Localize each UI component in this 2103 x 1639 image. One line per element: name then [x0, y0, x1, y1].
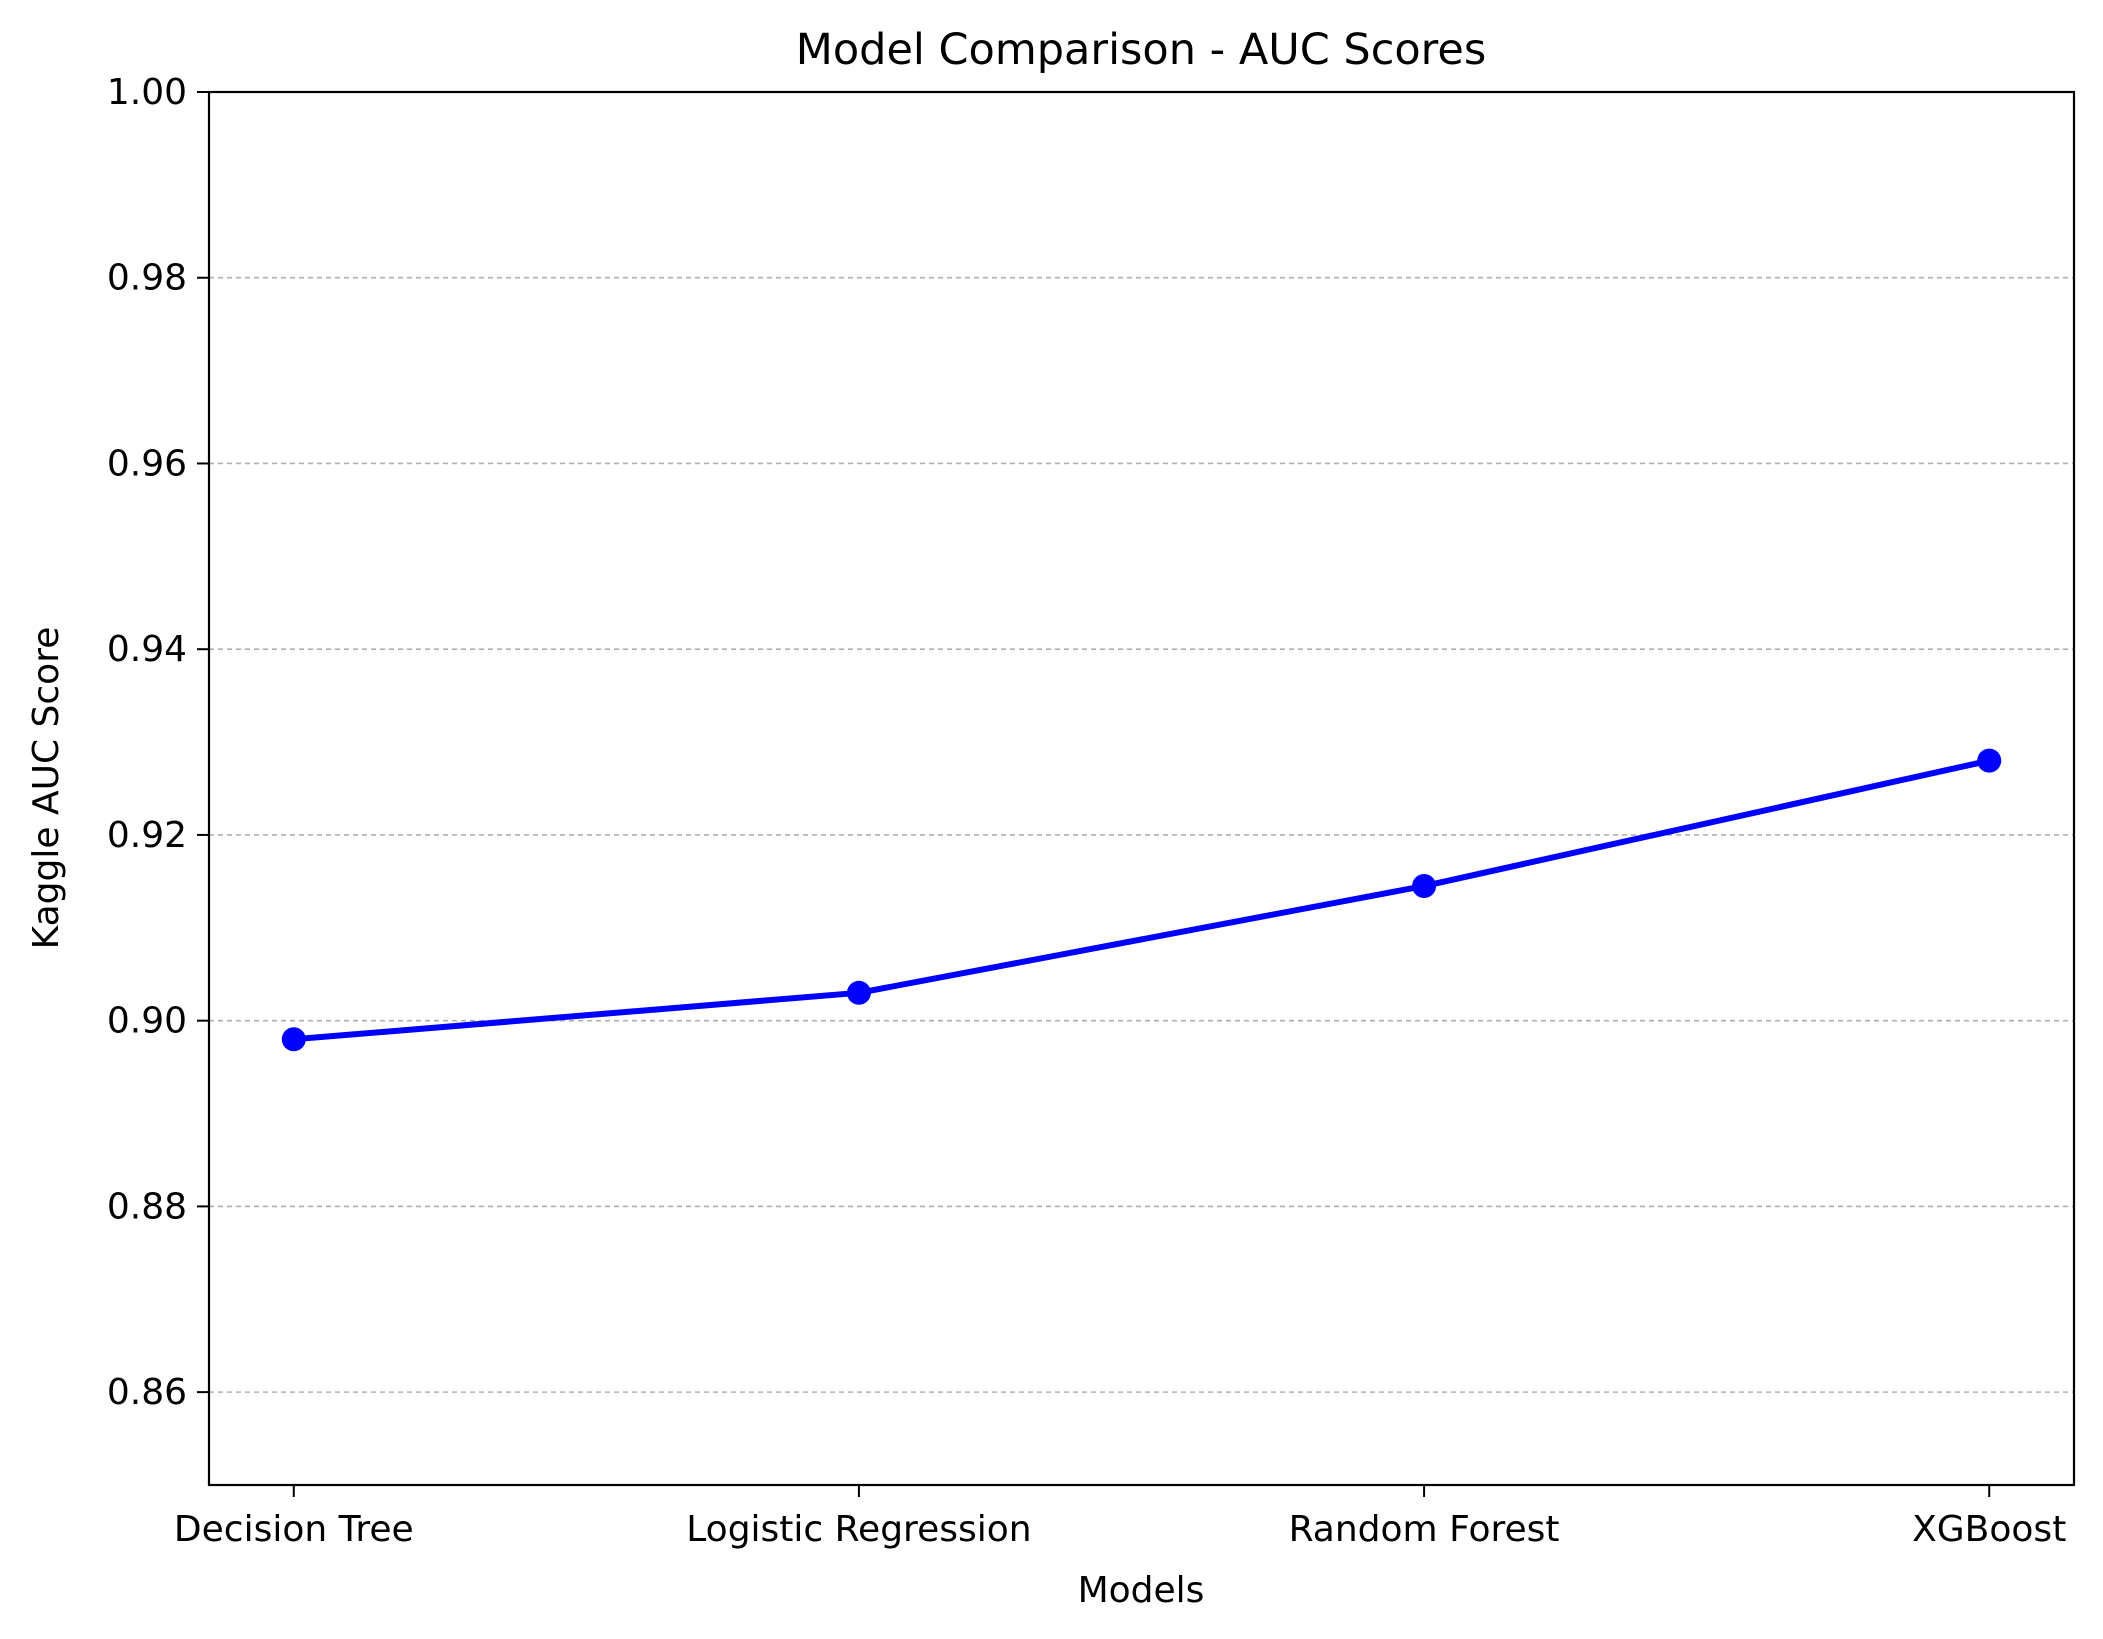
y-axis-ticks: 0.86 0.88 0.90 0.92 0.94 0.96 0.98 1.00 [107, 72, 209, 1413]
data-point [1977, 748, 2002, 773]
y-tick-label: 1.00 [107, 72, 187, 113]
y-tick-label: 0.88 [107, 1186, 187, 1227]
x-tick-label: Random Forest [1289, 1509, 1560, 1550]
y-tick-label: 0.98 [107, 258, 187, 299]
y-tick-label: 0.94 [107, 629, 187, 670]
y-axis-label: Kaggle AUC Score [26, 627, 67, 950]
chart-title: Model Comparison - AUC Scores [796, 25, 1487, 75]
data-series [281, 748, 2002, 1052]
plot-frame [207, 90, 2076, 1487]
data-point [1412, 874, 1437, 899]
x-axis-label: Models [1078, 1570, 1205, 1611]
x-axis-ticks: Decision Tree Logistic Regression Random F… [174, 1485, 2066, 1550]
series-line [293, 757, 1990, 1043]
data-point [846, 980, 871, 1005]
x-tick-label: XGBoost [1912, 1509, 2066, 1550]
y-tick-label: 0.92 [107, 815, 187, 856]
y-tick-label: 0.86 [107, 1372, 187, 1413]
y-tick-label: 0.90 [107, 1001, 187, 1042]
y-tick-label: 0.96 [107, 443, 187, 484]
x-tick-label: Decision Tree [174, 1509, 414, 1550]
data-point [281, 1027, 306, 1052]
x-tick-label: Logistic Regression [686, 1509, 1031, 1550]
